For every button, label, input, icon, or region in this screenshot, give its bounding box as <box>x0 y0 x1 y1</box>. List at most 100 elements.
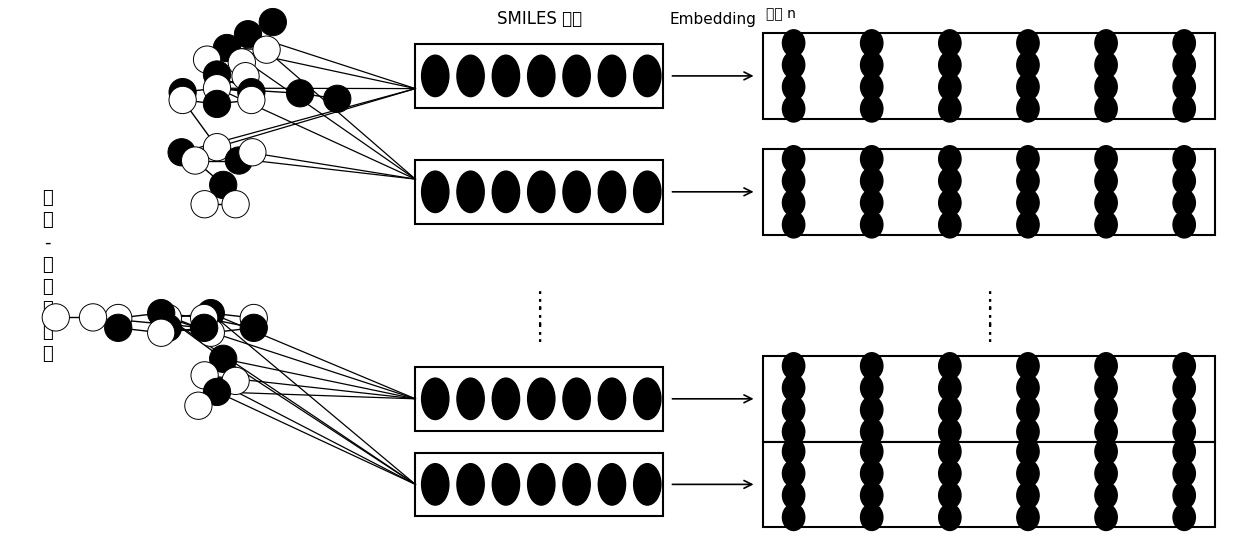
Ellipse shape <box>1017 460 1039 487</box>
Ellipse shape <box>286 79 314 107</box>
Ellipse shape <box>599 55 626 97</box>
Ellipse shape <box>241 304 268 332</box>
Ellipse shape <box>1017 375 1039 401</box>
Ellipse shape <box>197 299 224 327</box>
Ellipse shape <box>1173 168 1195 194</box>
Ellipse shape <box>203 61 231 88</box>
Ellipse shape <box>259 8 286 36</box>
Ellipse shape <box>492 55 520 97</box>
Ellipse shape <box>191 314 218 342</box>
Ellipse shape <box>939 30 961 56</box>
Ellipse shape <box>1095 189 1117 216</box>
Ellipse shape <box>939 189 961 216</box>
Text: ⋮: ⋮ <box>978 291 999 311</box>
Ellipse shape <box>458 55 485 97</box>
Ellipse shape <box>422 464 449 505</box>
Ellipse shape <box>782 168 805 194</box>
Ellipse shape <box>528 378 556 420</box>
Bar <box>763 442 1215 527</box>
Bar <box>415 44 663 108</box>
Ellipse shape <box>528 171 556 213</box>
Ellipse shape <box>1017 353 1039 379</box>
Ellipse shape <box>528 55 556 97</box>
Ellipse shape <box>1173 396 1195 423</box>
Ellipse shape <box>782 211 805 238</box>
Ellipse shape <box>861 375 883 401</box>
Ellipse shape <box>782 482 805 508</box>
Ellipse shape <box>1173 52 1195 78</box>
Ellipse shape <box>861 52 883 78</box>
Ellipse shape <box>939 73 961 100</box>
Text: 药
物
-
蛋
白
复
合
物: 药 物 - 蛋 白 复 合 物 <box>42 189 52 363</box>
Ellipse shape <box>239 139 267 166</box>
Ellipse shape <box>563 171 590 213</box>
Ellipse shape <box>1017 418 1039 445</box>
Ellipse shape <box>1017 146 1039 172</box>
Ellipse shape <box>1095 482 1117 508</box>
Ellipse shape <box>861 30 883 56</box>
Ellipse shape <box>861 438 883 465</box>
Ellipse shape <box>422 171 449 213</box>
Ellipse shape <box>861 168 883 194</box>
Ellipse shape <box>939 438 961 465</box>
Ellipse shape <box>634 464 661 505</box>
Ellipse shape <box>782 504 805 530</box>
Ellipse shape <box>181 147 208 174</box>
Bar <box>415 367 663 431</box>
Ellipse shape <box>203 91 231 118</box>
Ellipse shape <box>861 189 883 216</box>
Ellipse shape <box>1095 95 1117 122</box>
Ellipse shape <box>1173 418 1195 445</box>
Ellipse shape <box>1173 73 1195 100</box>
Ellipse shape <box>1095 438 1117 465</box>
Ellipse shape <box>1095 460 1117 487</box>
Ellipse shape <box>203 378 231 406</box>
Ellipse shape <box>422 378 449 420</box>
Ellipse shape <box>154 314 181 342</box>
Ellipse shape <box>939 396 961 423</box>
Ellipse shape <box>458 464 485 505</box>
Ellipse shape <box>1095 146 1117 172</box>
Ellipse shape <box>782 95 805 122</box>
Ellipse shape <box>939 95 961 122</box>
Ellipse shape <box>492 378 520 420</box>
Ellipse shape <box>185 392 212 420</box>
Ellipse shape <box>528 464 556 505</box>
Ellipse shape <box>79 304 107 331</box>
Ellipse shape <box>213 34 241 62</box>
Ellipse shape <box>939 353 961 379</box>
Ellipse shape <box>193 46 221 73</box>
Ellipse shape <box>1173 95 1195 122</box>
Ellipse shape <box>1017 52 1039 78</box>
Ellipse shape <box>634 171 661 213</box>
Ellipse shape <box>861 146 883 172</box>
Bar <box>415 453 663 516</box>
Ellipse shape <box>1017 211 1039 238</box>
Ellipse shape <box>939 211 961 238</box>
Text: SMILES 表示: SMILES 表示 <box>497 10 582 28</box>
Bar <box>763 33 1215 119</box>
Ellipse shape <box>782 73 805 100</box>
Ellipse shape <box>1095 375 1117 401</box>
Ellipse shape <box>782 146 805 172</box>
Ellipse shape <box>148 319 175 347</box>
Ellipse shape <box>861 211 883 238</box>
Ellipse shape <box>939 52 961 78</box>
Ellipse shape <box>861 95 883 122</box>
Ellipse shape <box>782 52 805 78</box>
Ellipse shape <box>253 36 280 63</box>
Ellipse shape <box>222 367 249 395</box>
Ellipse shape <box>1095 168 1117 194</box>
Ellipse shape <box>1017 396 1039 423</box>
Text: 维度 n: 维度 n <box>766 7 796 21</box>
Ellipse shape <box>1173 482 1195 508</box>
Ellipse shape <box>1017 482 1039 508</box>
Ellipse shape <box>1017 30 1039 56</box>
Ellipse shape <box>599 171 626 213</box>
Ellipse shape <box>1173 211 1195 238</box>
Ellipse shape <box>148 299 175 327</box>
Ellipse shape <box>234 20 262 48</box>
Ellipse shape <box>782 189 805 216</box>
Ellipse shape <box>458 378 485 420</box>
Ellipse shape <box>1173 189 1195 216</box>
